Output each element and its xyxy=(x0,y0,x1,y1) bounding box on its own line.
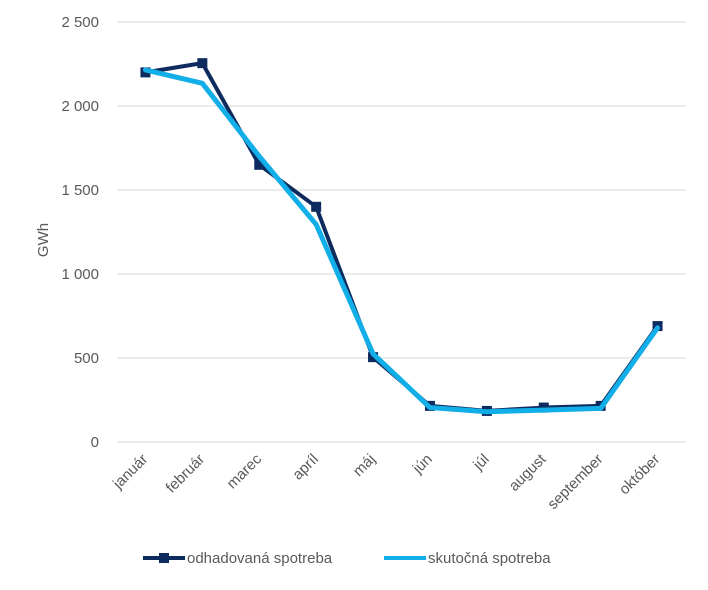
data-point-marker xyxy=(311,201,322,212)
legend-label: skutočná spotreba xyxy=(428,550,551,567)
y-tick-label: 0 xyxy=(91,434,99,451)
series-line-1 xyxy=(143,61,660,413)
y-axis-ticks: 0 500 1 000 1 500 2 000 2 500 xyxy=(61,14,99,451)
series-group xyxy=(140,58,663,416)
data-point-marker xyxy=(254,159,265,170)
legend-label: odhadovaná spotreba xyxy=(187,550,333,567)
data-point-marker xyxy=(538,402,549,413)
x-tick-label: február xyxy=(163,451,209,497)
y-axis-title: GWh xyxy=(35,223,52,257)
x-tick-label: máj xyxy=(350,451,379,480)
legend-swatch-marker xyxy=(159,553,169,563)
data-point-marker xyxy=(197,58,208,69)
x-tick-label: september xyxy=(544,451,606,513)
x-tick-label: júl xyxy=(469,451,492,474)
x-tick-label: marec xyxy=(224,450,266,492)
gridlines xyxy=(117,21,686,443)
x-tick-label: apríl xyxy=(289,451,322,484)
x-tick-label: august xyxy=(506,450,550,494)
series-line-2 xyxy=(142,67,661,415)
y-tick-label: 2 500 xyxy=(61,14,99,31)
x-axis-ticks: január február marec apríl máj jún júl augustse… xyxy=(109,450,663,513)
x-tick-label: január xyxy=(109,451,151,493)
y-tick-label: 1 000 xyxy=(61,266,99,283)
legend: odhadovaná spotreba skutočná spotreba xyxy=(143,550,551,567)
x-tick-label: jún xyxy=(409,451,436,478)
y-tick-label: 1 500 xyxy=(61,182,99,199)
x-tick-label: október xyxy=(616,451,663,498)
y-tick-label: 2 000 xyxy=(61,98,99,115)
y-tick-label: 500 xyxy=(74,350,99,367)
